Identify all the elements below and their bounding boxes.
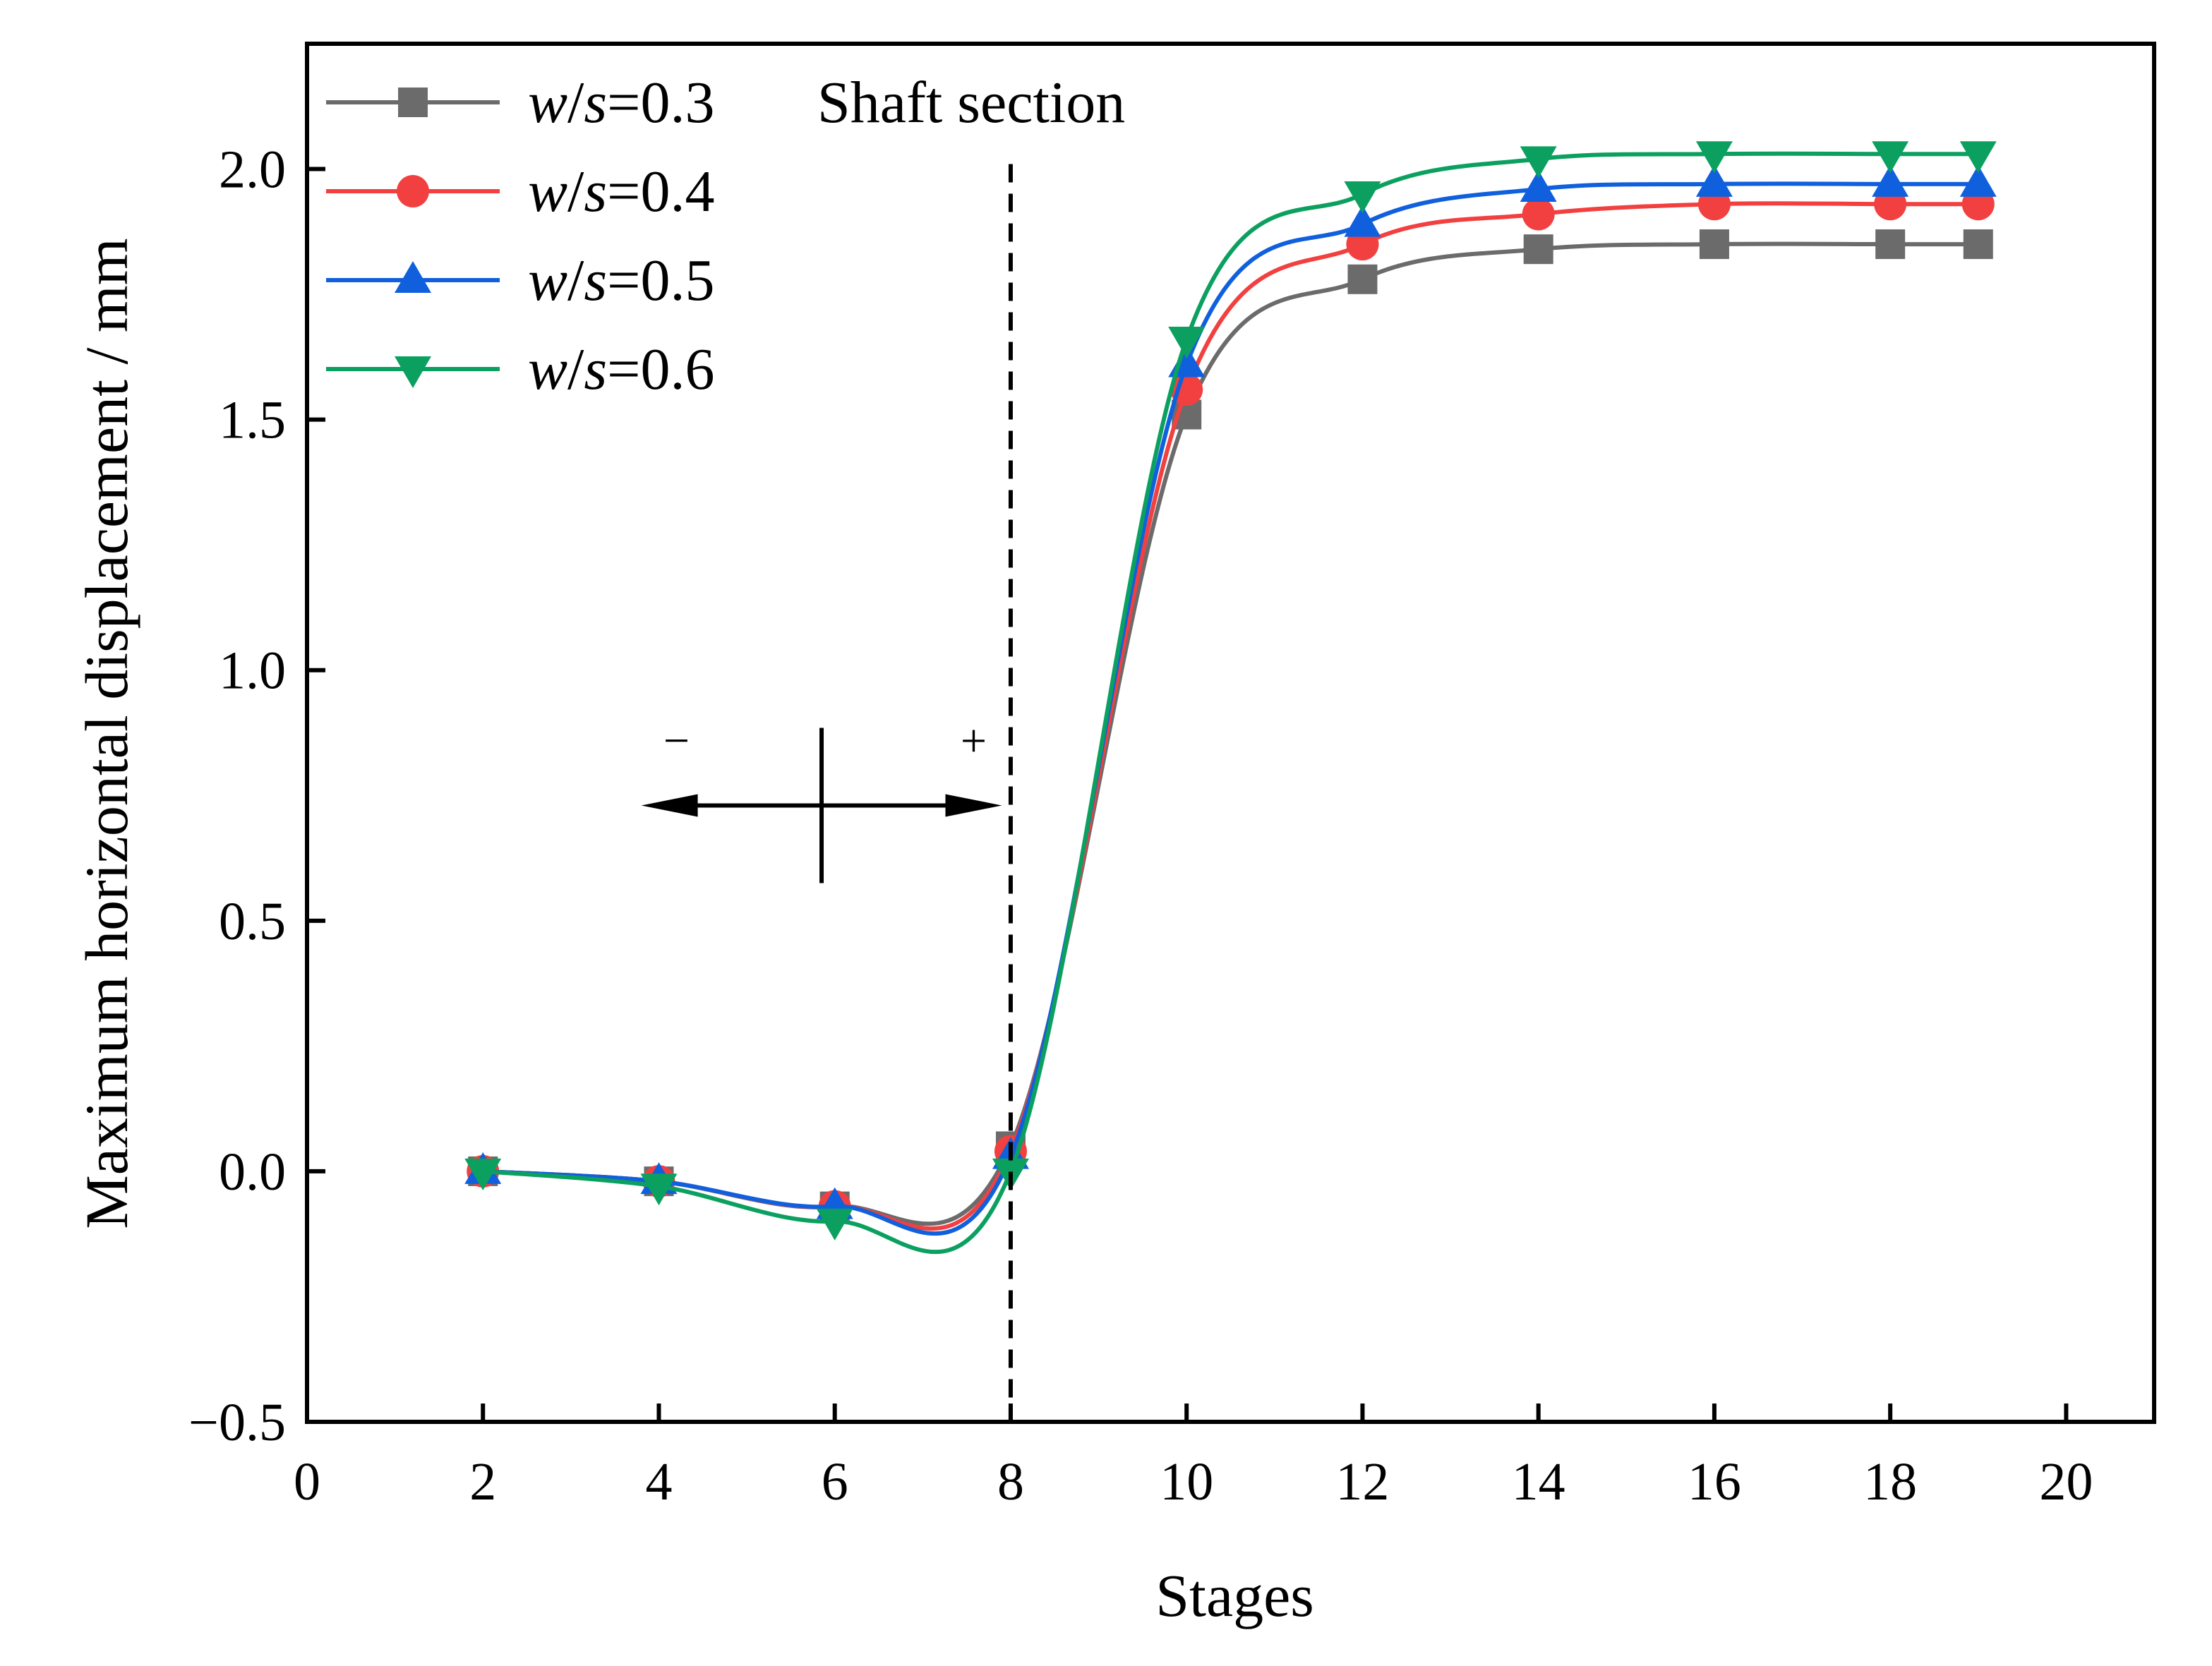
x-tick-label: 14 [1512, 1452, 1565, 1511]
section-annotation: Shaft section [817, 70, 1125, 135]
data-point [1872, 141, 1909, 174]
data-point [1699, 229, 1729, 260]
data-point [640, 1173, 678, 1206]
annotation-layer: − + [641, 164, 1013, 1422]
data-point [1875, 229, 1906, 260]
legend-swatch-marker [398, 87, 428, 117]
data-point [1959, 141, 1997, 174]
legend-label: w/s=0.5 [528, 248, 714, 313]
x-tick-label: 4 [645, 1452, 672, 1511]
data-point [1520, 169, 1557, 202]
x-tick-label: 0 [294, 1452, 320, 1511]
left-arrowhead [641, 794, 698, 817]
legend-swatch-marker [395, 356, 431, 388]
plot-frame [305, 42, 2156, 1424]
data-point [1347, 264, 1378, 294]
minus-sign-label: − [663, 715, 690, 766]
x-tick-label: 20 [2039, 1452, 2093, 1511]
x-tick-label: 8 [997, 1452, 1024, 1511]
data-point [1695, 164, 1733, 197]
data-point [1520, 146, 1557, 179]
x-tick-label: 12 [1335, 1452, 1389, 1511]
legend-item: w/s=0.6 [326, 337, 714, 402]
y-tick-label: 0.0 [219, 1142, 286, 1202]
x-tick-label: 10 [1160, 1452, 1213, 1511]
y-tick-label: 0.5 [219, 892, 286, 951]
x-tick-label: 2 [469, 1452, 496, 1511]
legend-item: w/s=0.3 [326, 70, 714, 135]
data-point [1959, 164, 1997, 197]
legend-label: w/s=0.4 [528, 159, 714, 224]
data-point [1523, 234, 1553, 265]
axis-layer: 0 2 4 6 8 10 12 14 16 18 20 −0.5 0.0 0.5 1.0 1.5 2.0 [188, 140, 2093, 1511]
y-tick-label: 1.5 [219, 391, 286, 450]
series-triangle-down [464, 141, 1997, 1255]
plus-sign-label: + [961, 715, 987, 766]
legend-swatch-marker [395, 261, 431, 293]
legend-label: w/s=0.3 [528, 70, 714, 135]
x-tick-label: 18 [1863, 1452, 1917, 1511]
y-tick-label: −0.5 [188, 1393, 286, 1452]
data-point [1344, 205, 1381, 237]
data-point [1168, 327, 1206, 359]
x-axis-title: Stages [1155, 1562, 1314, 1629]
legend-item: w/s=0.4 [326, 159, 714, 224]
x-tick-label: 6 [822, 1452, 848, 1511]
y-tick-label: 1.0 [219, 641, 286, 701]
x-tick-label: 16 [1688, 1452, 1741, 1511]
data-point [1522, 198, 1555, 231]
right-arrowhead [945, 794, 1002, 817]
data-point [1344, 181, 1381, 214]
data-point [1963, 229, 1993, 260]
y-axis-title: Maximum horizontal displacement / mm [73, 238, 140, 1229]
legend: w/s=0.3 w/s=0.4 w/s=0.5 w/s=0.6 Shaft sectio… [326, 70, 1125, 402]
data-point [816, 1208, 853, 1241]
data-point [1695, 141, 1733, 174]
data-point [1872, 164, 1909, 197]
legend-item: w/s=0.5 [326, 248, 714, 313]
legend-swatch-marker [397, 175, 429, 207]
y-tick-label: 2.0 [219, 140, 286, 200]
legend-label: w/s=0.6 [528, 337, 714, 402]
series-layer [464, 141, 1997, 1255]
data-point [464, 1158, 502, 1190]
